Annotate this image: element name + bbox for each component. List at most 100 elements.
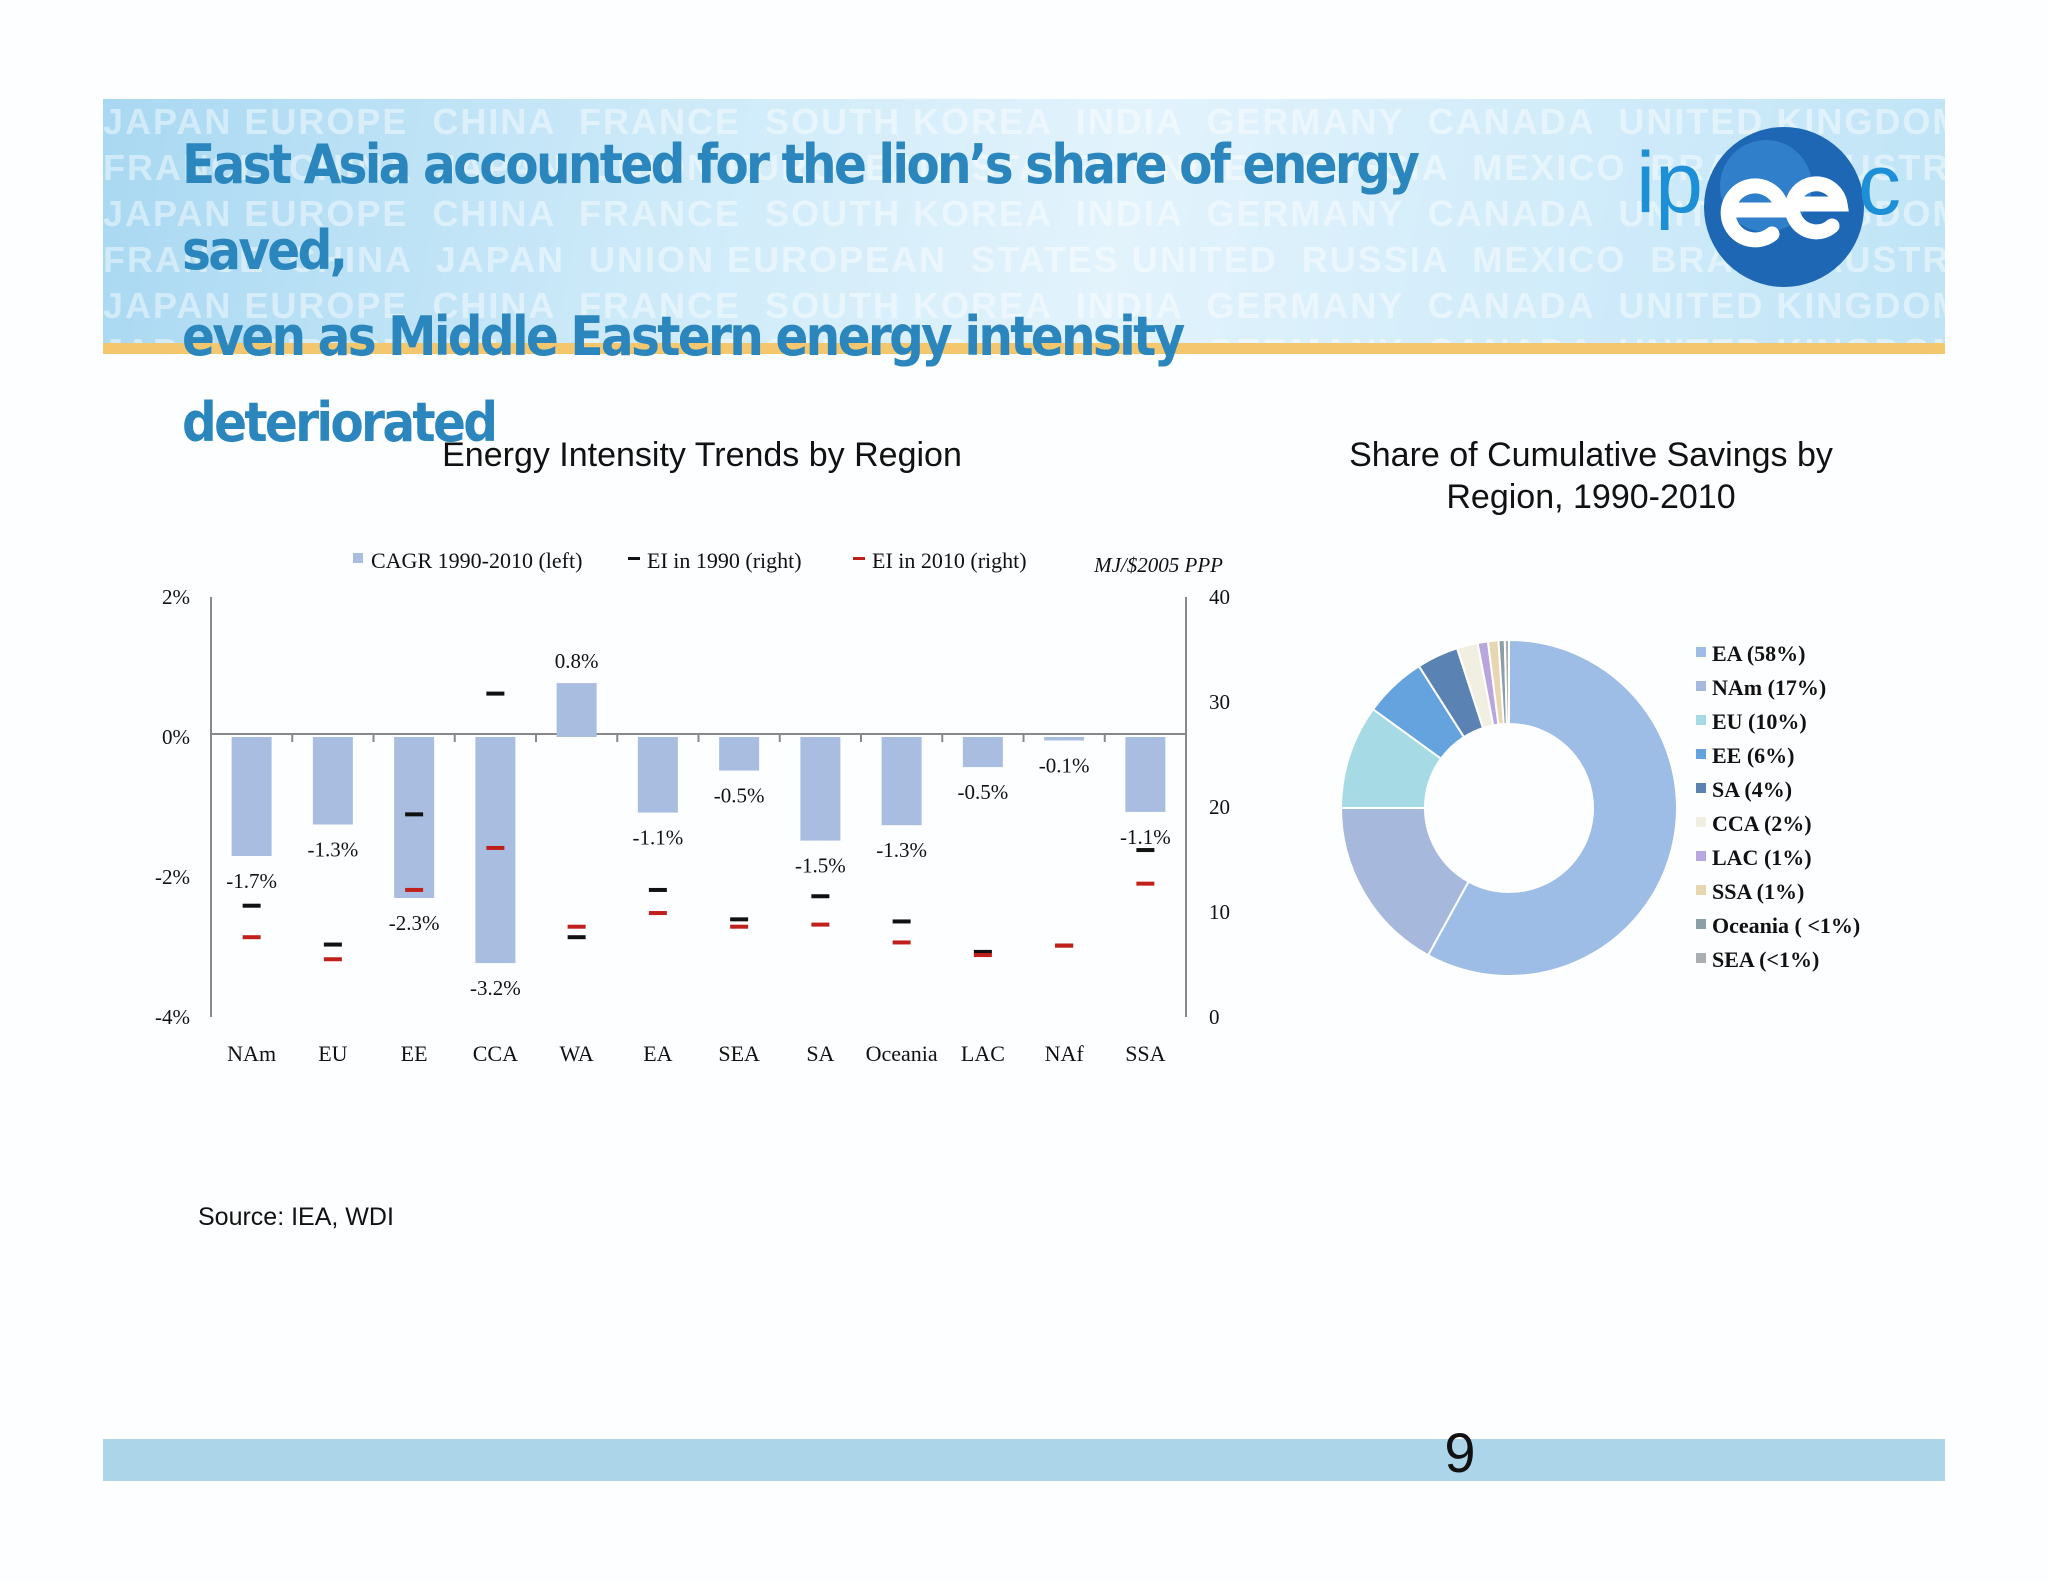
ei2010-markers: [242, 845, 1155, 962]
right-tick-label: 30: [1209, 690, 1230, 714]
slide-title-line-2: even as Middle Eastern energy intensity …: [182, 305, 1185, 454]
ei1990-marker-cca: [486, 691, 505, 696]
cagr-data-label: -0.5%: [958, 780, 1009, 804]
banner-accent-bar: [103, 343, 1945, 354]
right-tick-label: 20: [1209, 795, 1230, 819]
legend-swatch-cagr: [353, 553, 363, 563]
cagr-bar-lac: [962, 737, 1003, 768]
pie-legend-label: EA (58%): [1712, 641, 1806, 666]
pie-legend-swatch: [1696, 919, 1706, 929]
ei2010-marker-oceania: [892, 940, 911, 945]
ei2010-marker-lac: [973, 953, 992, 958]
legend-label-ei1990: EI in 1990 (right): [647, 548, 802, 573]
cagr-data-label: -1.1%: [1120, 825, 1171, 849]
ei1990-marker-nam: [242, 903, 261, 908]
legend-swatch-ei2010: [853, 557, 865, 560]
pie-legend-swatch: [1696, 749, 1706, 759]
ei2010-marker-naf: [1055, 943, 1074, 948]
ei2010-marker-sa: [811, 922, 830, 927]
cagr-data-label: -1.5%: [795, 854, 846, 878]
left-tick-label: 0%: [162, 725, 190, 749]
category-label-naf: NAf: [1045, 1041, 1085, 1066]
ipeec-logo: ip c: [1636, 127, 1901, 287]
pie-legend-swatch: [1696, 647, 1706, 657]
ei2010-marker-ssa: [1136, 881, 1155, 886]
cagr-bar-eu: [312, 737, 353, 825]
ei1990-marker-ee: [405, 812, 424, 817]
left-tick-label: -2%: [155, 865, 190, 889]
category-label-lac: LAC: [961, 1041, 1005, 1066]
right-tick-label: 40: [1209, 585, 1230, 609]
slide-title: East Asia accounted for the lion’s share…: [182, 122, 1424, 466]
ei1990-marker-wa: [567, 935, 586, 940]
cagr-data-label: -0.1%: [1039, 754, 1090, 778]
donut-slices: [1339, 638, 1678, 977]
cagr-bar-wa: [556, 683, 597, 737]
donut-slice-nam: [1339, 807, 1470, 957]
donut-slice-ea: [1426, 638, 1678, 977]
cagr-data-label: -1.3%: [308, 838, 359, 862]
pie-legend-swatch: [1696, 885, 1706, 895]
left-axis-ticks: 2% 0% -2% -4%: [155, 585, 190, 1029]
legend-label-cagr: CAGR 1990-2010 (left): [371, 548, 582, 573]
pie-legend-label: EU (10%): [1712, 709, 1807, 734]
right-axis-ticks: 40 30 20 10 0: [1209, 585, 1230, 1029]
pie-legend-label: CCA (2%): [1712, 811, 1812, 836]
ei1990-marker-ea: [648, 887, 667, 892]
pie-legend-label: SEA (<1%): [1712, 947, 1819, 972]
category-label-wa: WA: [560, 1041, 594, 1066]
pie-legend-swatch: [1696, 953, 1706, 963]
category-labels: NAm EU EE CCA WA EA SEA SA Oceania LAC NAf SSA: [227, 1041, 1165, 1066]
ei2010-marker-sea: [730, 924, 749, 929]
legend-swatch-ei1990: [628, 557, 640, 560]
cagr-bar-sa: [800, 737, 841, 841]
ei1990-marker-lac: [973, 949, 992, 954]
pie-legend-label: SSA (1%): [1712, 879, 1804, 904]
category-ticks: [291, 734, 1106, 742]
category-label-nam: NAm: [227, 1041, 276, 1066]
category-label-oceania: Oceania: [866, 1041, 938, 1066]
header-banner: JAPAN EUROPE CHINA FRANCE SOUTH KOREA IN…: [103, 99, 1945, 344]
cagr-bar-nam: [231, 737, 272, 856]
banner-background-text: JAPAN EUROPE CHINA FRANCE SOUTH KOREA IN…: [103, 101, 1945, 344]
category-label-eu: EU: [318, 1041, 347, 1066]
donut-slice-sea: [1503, 638, 1510, 726]
ei1990-marker-oceania: [892, 919, 911, 924]
cagr-bars: [231, 683, 1166, 964]
cumulative-savings-chart: Share of Cumulative Savings by Region, 1…: [1339, 436, 1860, 977]
left-tick-label: -4%: [155, 1005, 190, 1029]
cagr-data-label: 0.8%: [555, 649, 599, 673]
ei2010-marker-wa: [567, 924, 586, 929]
right-axis-unit-label: MJ/$2005 PPP: [1093, 553, 1223, 577]
cagr-bar-ssa: [1125, 737, 1166, 812]
cagr-data-labels: -1.7% -1.3% -2.3% -3.2% 0.8% -1.1% -0.5% -1.5% -…: [226, 649, 1171, 1000]
ei1990-markers: [242, 691, 1155, 954]
pie-legend-label: LAC (1%): [1712, 845, 1812, 870]
cagr-data-label: -3.2%: [470, 976, 521, 1000]
category-label-cca: CCA: [473, 1041, 518, 1066]
cagr-bar-naf: [1044, 737, 1085, 741]
pie-legend-swatch: [1696, 851, 1706, 861]
slide-title-line-1: East Asia accounted for the lion’s share…: [182, 133, 1420, 282]
energy-intensity-chart: Energy Intensity Trends by Region CAGR 1…: [155, 436, 1230, 1066]
pie-chart-title-line-1: Share of Cumulative Savings by: [1349, 436, 1833, 474]
category-label-ee: EE: [401, 1041, 428, 1066]
ei2010-marker-ee: [405, 887, 424, 892]
logo-text-ip: ip: [1636, 135, 1703, 231]
right-tick-label: 10: [1209, 900, 1230, 924]
pie-legend-swatch: [1696, 681, 1706, 691]
logo-text-c: c: [1858, 137, 1901, 233]
cagr-data-label: -1.3%: [876, 838, 927, 862]
ei1990-marker-ssa: [1136, 848, 1155, 853]
ei1990-marker-eu: [323, 942, 342, 947]
footer-bar: [103, 1439, 1945, 1481]
pie-chart-legend: EA (58%) NAm (17%) EU (10%) EE (6%) SA (4%) C…: [1696, 641, 1860, 972]
pie-chart-title-line-2: Region, 1990-2010: [1446, 478, 1735, 516]
cagr-bar-cca: [475, 737, 516, 964]
pie-legend-label: NAm (17%): [1712, 675, 1826, 700]
cagr-bar-ee: [394, 737, 435, 898]
page-number: 9: [1444, 1421, 1476, 1484]
bar-chart-legend: CAGR 1990-2010 (left) EI in 1990 (right)…: [353, 548, 1027, 573]
ei2010-marker-eu: [323, 957, 342, 962]
cagr-bar-oceania: [881, 737, 922, 826]
